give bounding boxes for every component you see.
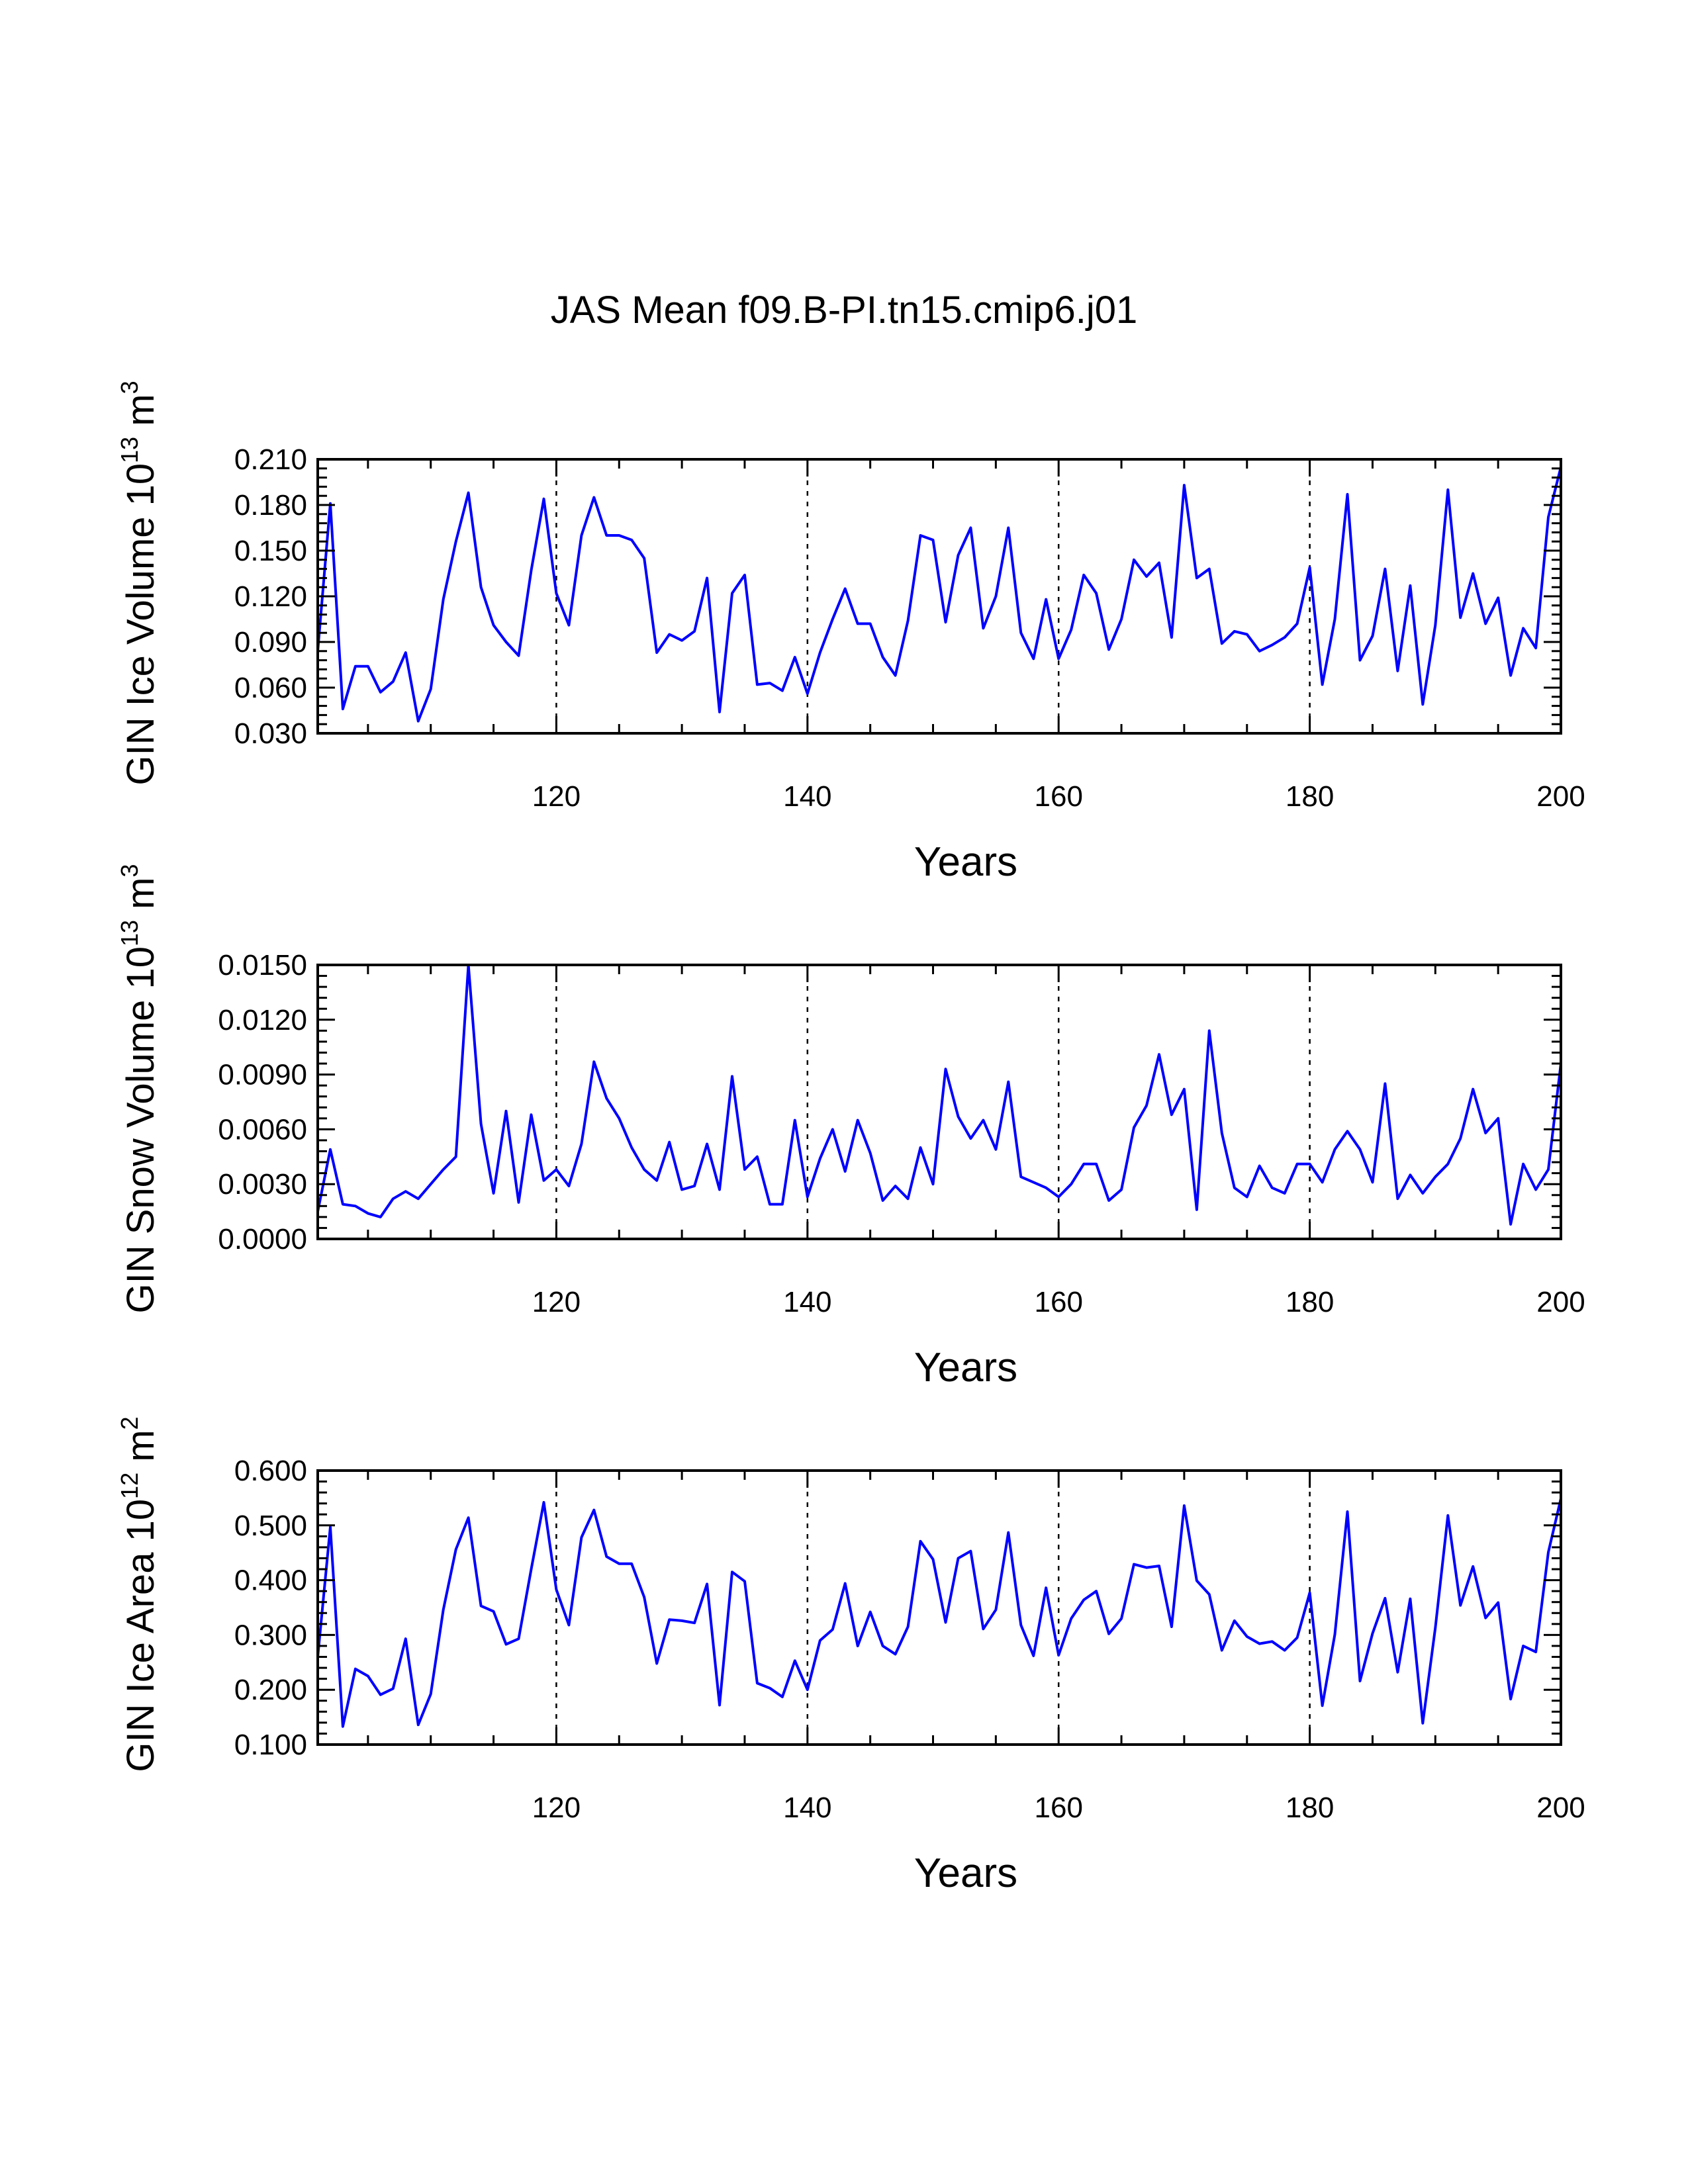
y-axis-label-part: 13 (116, 920, 143, 946)
y-tick-label: 0.210 (234, 443, 307, 476)
data-series-line (316, 964, 1562, 1226)
y-tick-label: 0.0000 (218, 1223, 307, 1255)
panel-1: 120 140 160 180 200 0.030 0.060 0.090 0.120 0.150… (116, 381, 1585, 885)
panel-3: 120 140 160 180 200 0.100 0.200 0.300 0.400 0.500… (116, 1416, 1585, 1896)
y-axis-label-part: 3 (116, 381, 143, 394)
x-tick-label: 120 (532, 1792, 581, 1824)
y-tick-label: 0.090 (234, 626, 307, 659)
panels: 120 140 160 180 200 0.030 0.060 0.090 0.120 0.150… (116, 381, 1585, 1896)
x-tick-label: 160 (1035, 1286, 1083, 1318)
y-axis-label: GIN Ice Volume 1013 m3 (116, 381, 162, 785)
data-series-line (316, 467, 1562, 723)
y-tick-label: 0.0120 (218, 1004, 307, 1036)
plot-frame (316, 1469, 1562, 1746)
y-axis-label-part: 13 (116, 437, 143, 463)
x-tick-label: 180 (1286, 1792, 1334, 1824)
y-tick-label: 0.0030 (218, 1168, 307, 1201)
x-axis-label: Years (914, 1345, 1017, 1390)
y-tick-label: 0.060 (234, 672, 307, 704)
y-axis-label: GIN Ice Area 1012 m2 (116, 1416, 162, 1772)
y-axis-label-part: m (119, 394, 162, 436)
y-axis-label-part: 3 (116, 864, 143, 877)
y-axis-label-part: GIN Ice Volume 10 (119, 463, 162, 786)
x-tick-label: 200 (1536, 780, 1585, 813)
y-tick-label: 0.100 (234, 1729, 307, 1761)
x-tick-label: 180 (1286, 780, 1334, 813)
y-tick-label: 0.200 (234, 1674, 307, 1706)
y-tick-label: 0.180 (234, 489, 307, 522)
y-tick-label: 0.400 (234, 1565, 307, 1597)
x-tick-label: 120 (532, 780, 581, 813)
x-tick-label: 180 (1286, 1286, 1334, 1318)
y-axis-label-part: GIN Snow Volume 10 (119, 946, 162, 1314)
x-tick-label: 160 (1035, 780, 1083, 813)
x-tick-label: 200 (1536, 1792, 1585, 1824)
panel-2: 120 140 160 180 200 0.0000 0.0030 0.0060 0.0090 0… (116, 864, 1585, 1390)
y-tick-label: 0.120 (234, 580, 307, 613)
x-tick-label: 140 (783, 780, 831, 813)
x-tick-label: 120 (532, 1286, 581, 1318)
y-axis-label-part: 12 (116, 1473, 143, 1499)
y-axis-label-part: 2 (116, 1416, 143, 1430)
y-tick-label: 0.030 (234, 717, 307, 750)
x-tick-label: 200 (1536, 1286, 1585, 1318)
x-tick-label: 140 (783, 1286, 831, 1318)
y-tick-label: 0.300 (234, 1619, 307, 1651)
x-tick-label: 140 (783, 1792, 831, 1824)
y-tick-label: 0.500 (234, 1510, 307, 1542)
y-axis-label-part: GIN Ice Area 10 (119, 1499, 162, 1772)
plot-frame (316, 964, 1562, 1240)
chart-title: JAS Mean f09.B-PI.tn15.cmip6.j01 (551, 289, 1138, 332)
data-series-line (316, 1498, 1562, 1728)
y-axis-label-part: m (119, 878, 162, 920)
y-axis-label: GIN Snow Volume 1013 m3 (116, 864, 162, 1313)
x-tick-label: 160 (1035, 1792, 1083, 1824)
y-tick-label: 0.0060 (218, 1113, 307, 1146)
y-tick-label: 0.150 (234, 535, 307, 567)
plot-frame (316, 458, 1562, 735)
y-tick-label: 0.0150 (218, 949, 307, 981)
x-axis-label: Years (914, 839, 1017, 885)
y-tick-label: 0.0090 (218, 1059, 307, 1091)
y-tick-label: 0.600 (234, 1455, 307, 1487)
x-axis-label: Years (914, 1850, 1017, 1896)
y-axis-label-part: m (119, 1430, 162, 1472)
